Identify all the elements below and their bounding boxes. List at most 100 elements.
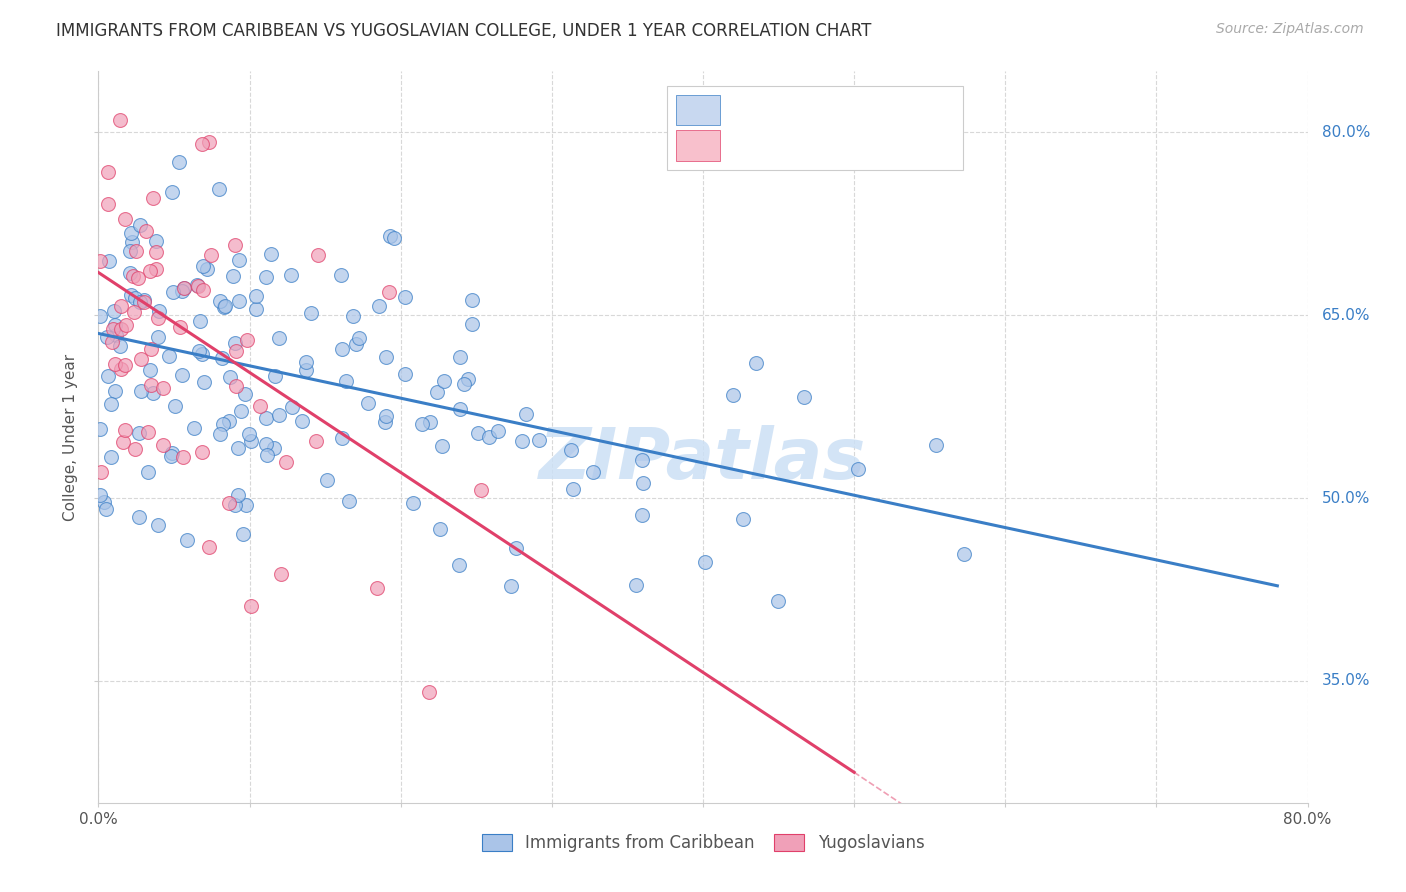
Point xyxy=(110,339,132,353)
Point xyxy=(238,427,260,442)
Point xyxy=(295,354,318,368)
Point xyxy=(135,224,157,238)
Point xyxy=(193,259,215,273)
Point xyxy=(176,533,198,548)
FancyBboxPatch shape xyxy=(676,95,720,126)
Point xyxy=(97,197,120,211)
Point xyxy=(418,685,440,699)
Point xyxy=(299,306,322,320)
Point xyxy=(562,482,585,496)
Point xyxy=(200,248,222,262)
Point xyxy=(110,322,132,336)
Point xyxy=(160,449,183,463)
Point xyxy=(89,422,111,436)
Point xyxy=(120,288,142,302)
Point xyxy=(111,435,134,450)
Point xyxy=(114,211,136,226)
Point xyxy=(375,409,398,423)
Point xyxy=(470,483,492,497)
Point xyxy=(240,434,263,449)
Point xyxy=(952,547,974,561)
Point xyxy=(224,498,246,512)
Point xyxy=(425,385,447,400)
Point xyxy=(97,254,120,268)
Point xyxy=(193,375,215,389)
Point xyxy=(633,476,655,491)
Point xyxy=(745,356,768,370)
Point xyxy=(515,408,537,422)
Point xyxy=(100,334,122,349)
Point xyxy=(211,351,233,365)
Point xyxy=(191,445,214,459)
Point xyxy=(124,442,146,456)
Point xyxy=(461,293,484,307)
Point xyxy=(132,293,155,307)
Point xyxy=(208,427,231,442)
Point xyxy=(430,439,453,453)
Point xyxy=(256,411,278,425)
Point xyxy=(120,226,142,240)
Point xyxy=(330,268,353,282)
Point xyxy=(214,299,236,313)
Point xyxy=(191,284,214,298)
Point xyxy=(89,488,111,502)
Point xyxy=(118,244,141,259)
Point xyxy=(235,499,257,513)
Point xyxy=(457,372,479,386)
Point xyxy=(394,290,416,304)
Point xyxy=(225,379,247,393)
Point xyxy=(219,370,242,384)
Point xyxy=(160,446,183,460)
Point xyxy=(267,331,290,345)
Point xyxy=(733,512,755,526)
Point xyxy=(449,350,471,364)
Text: 65.0%: 65.0% xyxy=(1322,308,1371,323)
Text: 35.0%: 35.0% xyxy=(1322,673,1371,689)
Point xyxy=(478,430,501,444)
Legend: Immigrants from Caribbean, Yugoslavians: Immigrants from Caribbean, Yugoslavians xyxy=(474,825,932,860)
Point xyxy=(90,465,112,479)
Point xyxy=(411,417,433,431)
Point xyxy=(453,377,475,392)
Point xyxy=(214,300,236,314)
Point xyxy=(186,278,208,293)
Point xyxy=(197,135,219,149)
Point xyxy=(254,436,277,450)
Point xyxy=(146,330,169,344)
Point xyxy=(337,493,360,508)
Point xyxy=(254,269,277,284)
Point xyxy=(449,558,471,572)
Point xyxy=(160,186,183,200)
Point xyxy=(190,347,212,361)
Point xyxy=(195,261,218,276)
Point xyxy=(226,442,249,456)
Point xyxy=(173,281,195,295)
Point xyxy=(375,351,398,365)
Point xyxy=(114,359,136,373)
Point xyxy=(103,303,125,318)
Point xyxy=(114,423,136,437)
Point xyxy=(169,320,191,334)
Point xyxy=(129,352,152,367)
Point xyxy=(134,294,156,309)
Point xyxy=(274,454,297,468)
Point xyxy=(124,244,146,258)
Point xyxy=(152,438,174,452)
Point xyxy=(560,443,582,458)
Point xyxy=(236,334,259,348)
Point xyxy=(208,182,231,196)
Point xyxy=(332,343,354,357)
Point xyxy=(245,301,267,316)
Point xyxy=(449,402,471,417)
Point xyxy=(191,137,214,152)
Point xyxy=(157,349,180,363)
Point xyxy=(382,230,405,244)
Point xyxy=(139,362,162,376)
Point xyxy=(142,385,165,400)
Point xyxy=(136,425,159,439)
Point xyxy=(129,295,152,310)
Point xyxy=(122,269,145,284)
Point xyxy=(307,247,329,261)
Point xyxy=(486,424,509,438)
Point xyxy=(145,244,167,259)
